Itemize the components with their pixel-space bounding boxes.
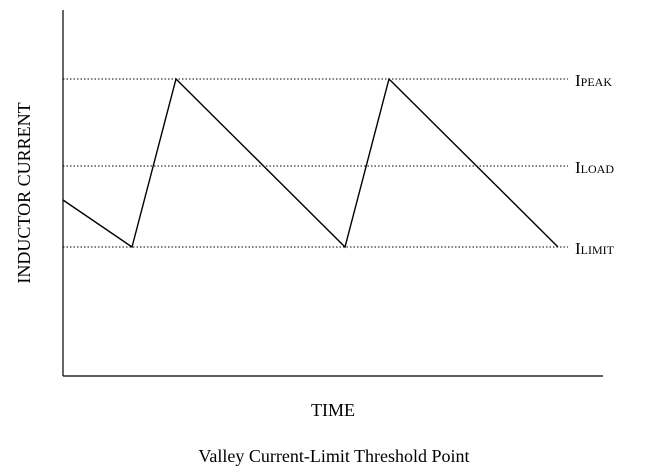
y-axis-label: INDUCTOR CURRENT [14, 102, 34, 283]
x-axis-label: TIME [311, 400, 355, 420]
inductor-current-waveform [62, 77, 559, 249]
diagram-caption: Valley Current-Limit Threshold Point [198, 446, 469, 466]
load-level-label: ILOAD [575, 158, 614, 177]
peak-level-label: IPEAK [575, 71, 612, 90]
limit-level-label: ILIMIT [575, 239, 615, 258]
